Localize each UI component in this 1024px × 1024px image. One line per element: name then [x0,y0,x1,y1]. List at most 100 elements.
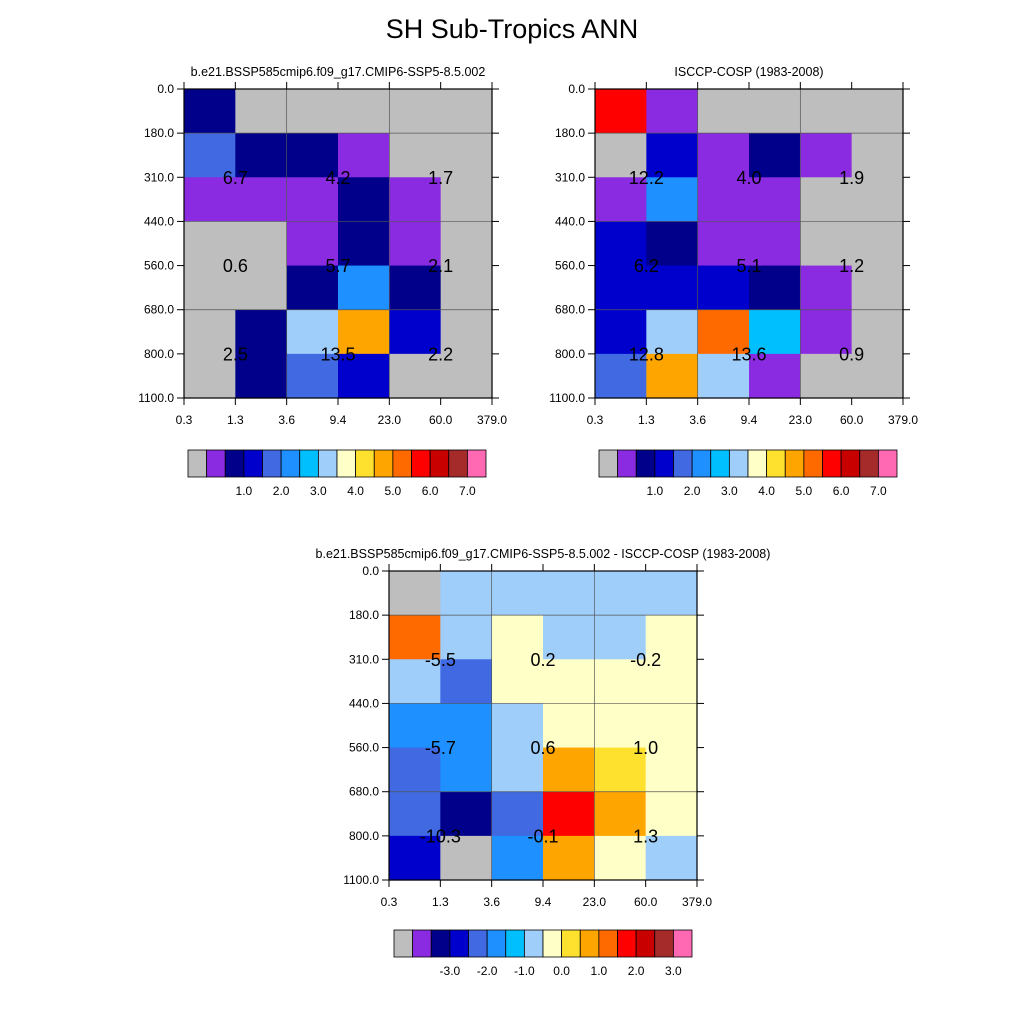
cell-value-label: 12.2 [629,168,664,188]
colorbar-label: 3.0 [310,484,327,498]
colorbar-swatch [393,929,414,958]
colorbar-swatch [877,449,898,478]
heatmap-cell [389,353,442,399]
heatmap-panel-1: b.e21.BSSP585cmip6.f09_g17.CMIP6-SSP5-8.… [138,65,507,498]
colorbar-swatch [766,449,786,478]
colorbar-swatch [505,929,525,958]
heatmap-cell [697,221,750,267]
x-tick-label: 379.0 [477,413,507,427]
y-tick-label: 560.0 [349,741,379,755]
heatmap-cell [645,615,698,660]
y-tick-label: 0.0 [568,82,585,96]
heatmap-cell [389,615,441,660]
heatmap-cell [543,835,595,881]
heatmap-cell [235,353,288,399]
colorbar-swatch [598,929,618,958]
y-tick-label: 440.0 [144,214,174,228]
colorbar-swatch [317,449,338,478]
colorbar-label: -1.0 [514,964,535,978]
colorbar-label: 2.0 [273,484,290,498]
heatmap-cell [595,353,647,399]
x-tick-label: 60.0 [634,895,658,909]
x-tick-label: 60.0 [840,413,864,427]
heatmap-cell [286,177,339,223]
colorbar-swatch [598,449,619,478]
heatmap-cell [800,89,853,134]
heatmap-cell [338,177,390,223]
colorbar-swatch [411,449,431,478]
cell-value-label: 1.0 [633,738,658,758]
heatmap-cell [851,265,904,311]
heatmap-cell [389,309,442,355]
heatmap-cell [286,353,339,399]
cell-value-label: 2.2 [428,344,453,364]
y-tick-label: 1100.0 [138,391,174,405]
colorbar-swatch [523,929,544,958]
heatmap-cell [595,265,647,311]
heatmap-cell [338,353,390,399]
heatmap-cell [184,221,236,267]
colorbar-label: 2.0 [628,964,645,978]
heatmap-cell [440,221,493,267]
heatmap-cell [338,265,390,311]
panel-title: ISCCP-COSP (1983-2008) [674,65,823,79]
x-tick-label: 379.0 [682,895,712,909]
heatmap-cell [800,177,853,223]
y-tick-label: 0.0 [157,82,174,96]
heatmap-cell [440,133,493,178]
colorbar-label: 4.0 [758,484,775,498]
heatmap-cell [286,265,339,311]
colorbar-swatch [822,449,842,478]
heatmap-cell [595,221,647,267]
y-tick-label: 180.0 [555,126,585,140]
heatmap-cell [184,353,236,399]
heatmap-cell [440,265,493,311]
cell-value-label: 6.2 [634,256,659,276]
heatmap-cell [184,89,236,134]
colorbar-label: 5.0 [796,484,813,498]
colorbar-swatch [449,929,469,958]
y-tick-label: 310.0 [144,170,174,184]
y-tick-label: 310.0 [555,170,585,184]
colorbar-label: -3.0 [440,964,461,978]
heatmap-cell [749,353,801,399]
heatmap-cell [440,791,493,837]
heatmap-cell [440,703,493,749]
heatmap-cell [491,571,544,616]
x-tick-label: 23.0 [583,895,607,909]
x-tick-label: 3.6 [278,413,295,427]
colorbar-swatch [412,929,432,958]
cell-value-label: 2.1 [428,256,453,276]
colorbar-swatch [673,449,693,478]
heatmap-cell [440,615,493,660]
cell-value-label: 0.6 [530,738,555,758]
y-tick-label: 680.0 [349,785,379,799]
heatmap-cell [697,177,750,223]
heatmap-cell [235,89,288,134]
heatmap-cell [595,177,647,223]
heatmap-cell [749,309,801,355]
heatmap-cell [851,309,904,355]
colorbar-swatch [355,449,375,478]
cell-value-label: 1.2 [839,256,864,276]
heatmap-cell [389,703,441,749]
colorbar-label: 7.0 [870,484,887,498]
x-tick-label: 9.4 [741,413,758,427]
heatmap-cell [440,89,493,134]
heatmap-cell [235,265,288,311]
x-tick-label: 0.3 [176,413,193,427]
heatmap-cell [594,615,647,660]
colorbar-label: 2.0 [684,484,701,498]
colorbar-label: -2.0 [477,964,498,978]
heatmap-cell [646,177,699,223]
heatmap-cell [440,747,493,793]
heatmap-cell [491,747,544,793]
y-tick-label: 560.0 [555,259,585,273]
heatmap-cell [440,835,493,881]
colorbar-swatch [635,449,656,478]
cell-value-label: 13.5 [320,344,355,364]
heatmap-cell [594,747,647,793]
heatmap-cell [645,835,698,881]
y-tick-label: 1100.0 [343,873,379,887]
